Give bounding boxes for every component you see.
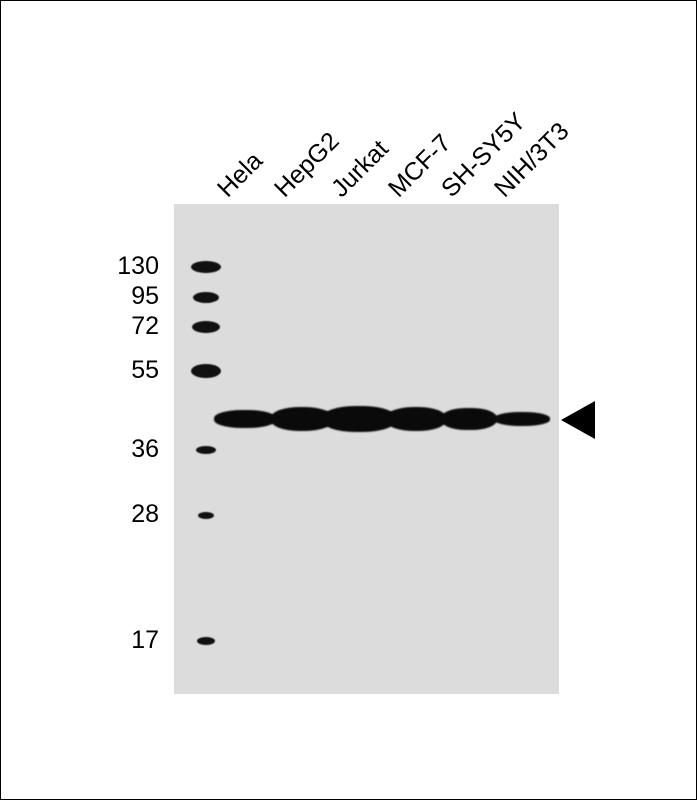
mw-label: 28 bbox=[131, 500, 159, 528]
protein-band bbox=[386, 407, 446, 431]
mw-label: 36 bbox=[131, 435, 159, 463]
mw-label: 95 bbox=[131, 282, 159, 310]
lane-label: Hela bbox=[211, 146, 269, 203]
protein-band bbox=[494, 412, 550, 426]
blot-membrane bbox=[174, 204, 559, 694]
band-arrow-icon bbox=[561, 401, 595, 439]
ladder-band bbox=[191, 261, 221, 273]
ladder-band bbox=[197, 637, 215, 645]
ladder-band bbox=[191, 364, 221, 378]
protein-band bbox=[214, 410, 276, 428]
mw-label: 130 bbox=[117, 252, 159, 280]
ladder-band bbox=[196, 446, 216, 454]
protein-band bbox=[441, 408, 497, 430]
ladder-band bbox=[192, 321, 220, 333]
ladder-band bbox=[198, 511, 214, 519]
mw-label: 55 bbox=[131, 356, 159, 384]
ladder-band bbox=[193, 291, 219, 303]
mw-label: 72 bbox=[131, 312, 159, 340]
mw-label: 17 bbox=[131, 626, 159, 654]
protein-band bbox=[322, 406, 396, 432]
